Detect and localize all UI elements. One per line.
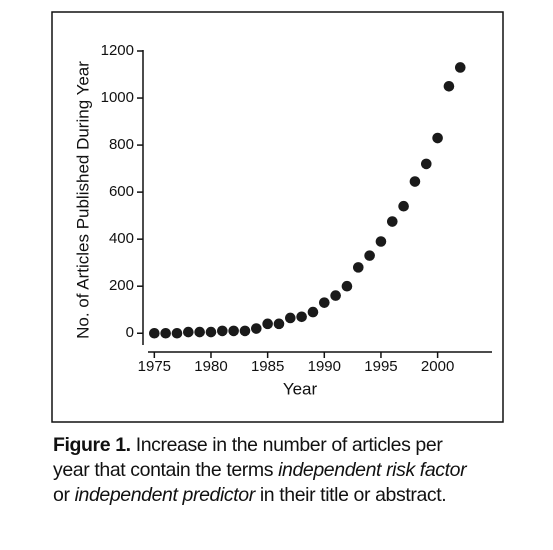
chart: Year No. of Articles Published During Ye…	[51, 11, 504, 423]
x-tick-label: 1995	[364, 358, 397, 375]
point	[432, 132, 443, 144]
caption: Figure 1. Increase in the number of arti…	[53, 433, 483, 508]
x-tick-label: 1990	[308, 358, 341, 375]
caption-text: Increase in the number of articles per y…	[53, 434, 443, 481]
caption-text: independent predictor	[74, 484, 256, 506]
x-tick-label: 1985	[251, 358, 284, 375]
y-tick-label: 1000	[101, 89, 134, 106]
y-tick-label: 600	[109, 183, 134, 200]
caption-text: in their title or abstract.	[254, 484, 447, 506]
point	[251, 323, 262, 334]
point	[273, 318, 285, 330]
point	[307, 306, 319, 318]
x-tick-label: 1975	[138, 358, 171, 375]
y-tick-label: 1200	[101, 42, 134, 59]
point	[239, 325, 251, 337]
point	[364, 250, 375, 261]
point	[183, 326, 194, 338]
x-tick-label: 2000	[421, 358, 454, 375]
point	[420, 158, 432, 170]
point	[454, 62, 466, 73]
x-axis-label: Year	[283, 379, 318, 398]
point	[228, 325, 239, 337]
point	[160, 327, 171, 339]
caption-label: Figure 1.	[53, 434, 131, 456]
point	[285, 312, 296, 324]
point	[262, 318, 273, 330]
point	[409, 176, 421, 187]
y-axis-label: No. of Articles Published During Year	[73, 61, 92, 339]
point	[341, 280, 353, 292]
point	[375, 236, 387, 247]
frame	[51, 11, 504, 423]
y-tick-label: 400	[109, 230, 134, 247]
point	[171, 327, 183, 339]
point	[194, 326, 205, 338]
point	[217, 325, 228, 337]
point	[386, 216, 398, 227]
x-tick-label: 1980	[194, 358, 227, 375]
caption-text: independent risk factor	[278, 459, 467, 481]
point	[296, 311, 307, 323]
point	[318, 297, 330, 308]
caption-text: or	[53, 484, 75, 506]
point	[352, 262, 364, 273]
y-tick-label: 0	[126, 324, 134, 341]
point	[398, 200, 409, 212]
point	[205, 326, 217, 338]
y-tick-label: 200	[109, 277, 134, 294]
point	[330, 290, 341, 301]
point	[443, 80, 455, 92]
point	[149, 327, 160, 339]
y-tick-label: 800	[109, 136, 134, 153]
